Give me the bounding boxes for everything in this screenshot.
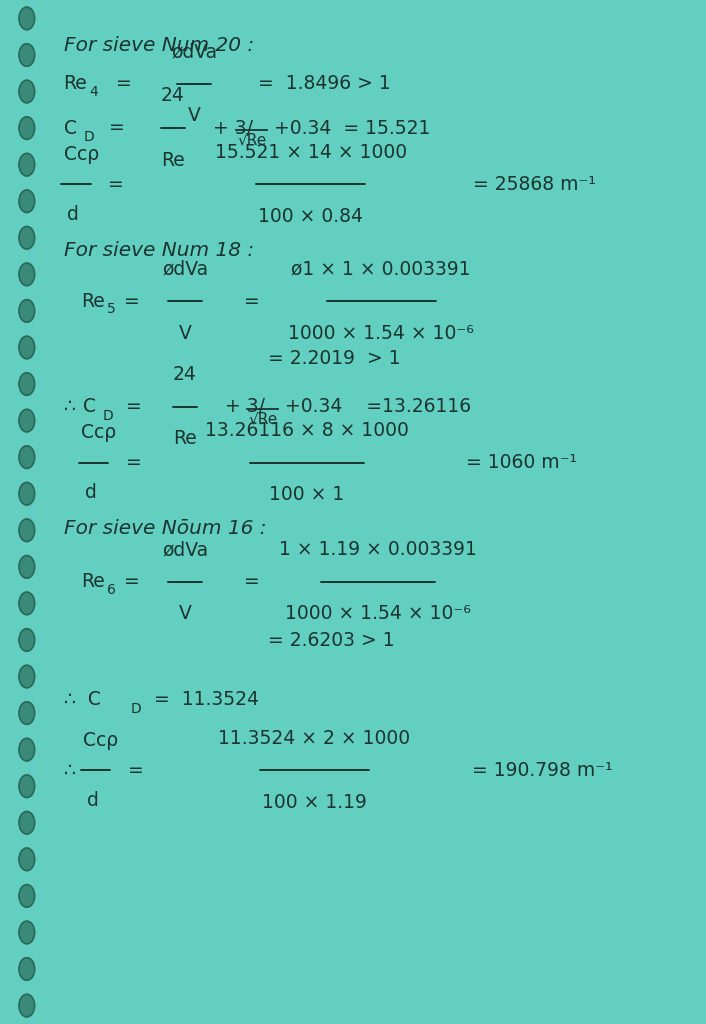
- Text: = 2.2019  > 1: = 2.2019 > 1: [268, 349, 401, 368]
- Text: =: =: [109, 119, 125, 137]
- Text: C: C: [64, 119, 76, 137]
- Text: 11.3524 × 2 × 1000: 11.3524 × 2 × 1000: [218, 728, 410, 748]
- Circle shape: [19, 957, 35, 980]
- Text: 6: 6: [107, 583, 116, 597]
- Text: ø1 × 1 × 0.003391: ø1 × 1 × 0.003391: [292, 259, 471, 279]
- Circle shape: [19, 7, 35, 30]
- Text: 4: 4: [90, 85, 98, 99]
- Circle shape: [19, 885, 35, 907]
- Text: d: d: [85, 483, 97, 503]
- Circle shape: [19, 848, 35, 870]
- Text: =: =: [244, 292, 259, 310]
- Text: ∴: ∴: [64, 397, 76, 416]
- Text: Cᴄρ: Cᴄρ: [83, 730, 119, 750]
- Text: 5: 5: [107, 302, 116, 316]
- Text: ∴  C: ∴ C: [64, 690, 100, 709]
- Circle shape: [19, 775, 35, 798]
- Text: =: =: [128, 761, 144, 779]
- Text: ødVa: ødVa: [162, 259, 208, 279]
- Text: 24: 24: [173, 365, 197, 384]
- Text: 100 × 0.84: 100 × 0.84: [258, 207, 363, 226]
- Circle shape: [19, 556, 35, 579]
- Text: For sieve Num 18 :: For sieve Num 18 :: [64, 242, 253, 260]
- Text: =: =: [244, 572, 259, 591]
- Text: =: =: [126, 397, 141, 416]
- Text: =: =: [109, 175, 124, 194]
- Text: 13.26116 × 8 × 1000: 13.26116 × 8 × 1000: [205, 421, 409, 440]
- Text: V: V: [179, 324, 191, 343]
- Text: 1 × 1.19 × 0.003391: 1 × 1.19 × 0.003391: [279, 540, 477, 559]
- Circle shape: [19, 410, 35, 432]
- Text: C: C: [83, 397, 96, 416]
- Text: D: D: [103, 409, 114, 423]
- Circle shape: [19, 482, 35, 505]
- Text: + 3/: + 3/: [225, 397, 265, 416]
- Text: =  11.3524: = 11.3524: [154, 690, 259, 709]
- Text: = 2.6203 > 1: = 2.6203 > 1: [268, 631, 395, 649]
- Text: = 1060 m⁻¹: = 1060 m⁻¹: [466, 454, 577, 472]
- Text: =: =: [124, 292, 139, 310]
- Text: 15.521 × 14 × 1000: 15.521 × 14 × 1000: [215, 142, 407, 162]
- Text: 1000 × 1.54 × 10⁻⁶: 1000 × 1.54 × 10⁻⁶: [288, 324, 474, 343]
- Text: Cᴄρ: Cᴄρ: [81, 423, 116, 442]
- Text: + 3/: + 3/: [213, 119, 253, 137]
- Circle shape: [19, 629, 35, 651]
- Text: For sieve Nōum 16 :: For sieve Nōum 16 :: [64, 519, 266, 538]
- Circle shape: [19, 519, 35, 542]
- Text: =: =: [124, 572, 139, 591]
- Text: ∴: ∴: [64, 761, 76, 779]
- Text: Cᴄρ: Cᴄρ: [64, 144, 99, 164]
- Text: = 190.798 m⁻¹: = 190.798 m⁻¹: [472, 761, 612, 779]
- Text: Re: Re: [81, 572, 105, 591]
- Text: For sieve Num 20 :: For sieve Num 20 :: [64, 36, 253, 54]
- Text: 1000 × 1.54 × 10⁻⁶: 1000 × 1.54 × 10⁻⁶: [285, 604, 471, 624]
- Text: V: V: [188, 106, 201, 126]
- Text: +0.34    =13.26116: +0.34 =13.26116: [285, 397, 472, 416]
- Text: 100 × 1.19: 100 × 1.19: [262, 793, 366, 812]
- Text: d: d: [87, 791, 99, 810]
- Text: 24: 24: [161, 86, 185, 105]
- Circle shape: [19, 738, 35, 761]
- Text: √Re: √Re: [237, 133, 266, 147]
- Circle shape: [19, 80, 35, 102]
- Text: Re: Re: [161, 151, 185, 170]
- Text: 100 × 1: 100 × 1: [270, 485, 345, 505]
- Text: Re: Re: [173, 429, 197, 449]
- Text: +0.34  = 15.521: +0.34 = 15.521: [274, 119, 430, 137]
- Circle shape: [19, 117, 35, 139]
- Circle shape: [19, 592, 35, 614]
- Text: =  1.8496 > 1: = 1.8496 > 1: [258, 75, 390, 93]
- Text: √Re: √Re: [249, 412, 277, 426]
- Text: ødVa: ødVa: [171, 42, 217, 61]
- Circle shape: [19, 922, 35, 944]
- Circle shape: [19, 300, 35, 323]
- Text: V: V: [179, 604, 191, 624]
- Circle shape: [19, 263, 35, 286]
- Text: Re: Re: [64, 75, 88, 93]
- Text: D: D: [131, 701, 141, 716]
- Text: Re: Re: [81, 292, 105, 310]
- Circle shape: [19, 994, 35, 1017]
- Circle shape: [19, 666, 35, 688]
- Text: d: d: [67, 205, 79, 224]
- Circle shape: [19, 373, 35, 395]
- Circle shape: [19, 811, 35, 834]
- Text: =: =: [116, 75, 132, 93]
- Circle shape: [19, 226, 35, 249]
- Circle shape: [19, 445, 35, 468]
- Text: =: =: [126, 454, 142, 472]
- Text: = 25868 m⁻¹: = 25868 m⁻¹: [473, 175, 596, 194]
- Text: ødVa: ødVa: [162, 540, 208, 559]
- Circle shape: [19, 44, 35, 67]
- Circle shape: [19, 701, 35, 724]
- Circle shape: [19, 154, 35, 176]
- Circle shape: [19, 190, 35, 213]
- Circle shape: [19, 336, 35, 358]
- Text: D: D: [83, 130, 94, 144]
